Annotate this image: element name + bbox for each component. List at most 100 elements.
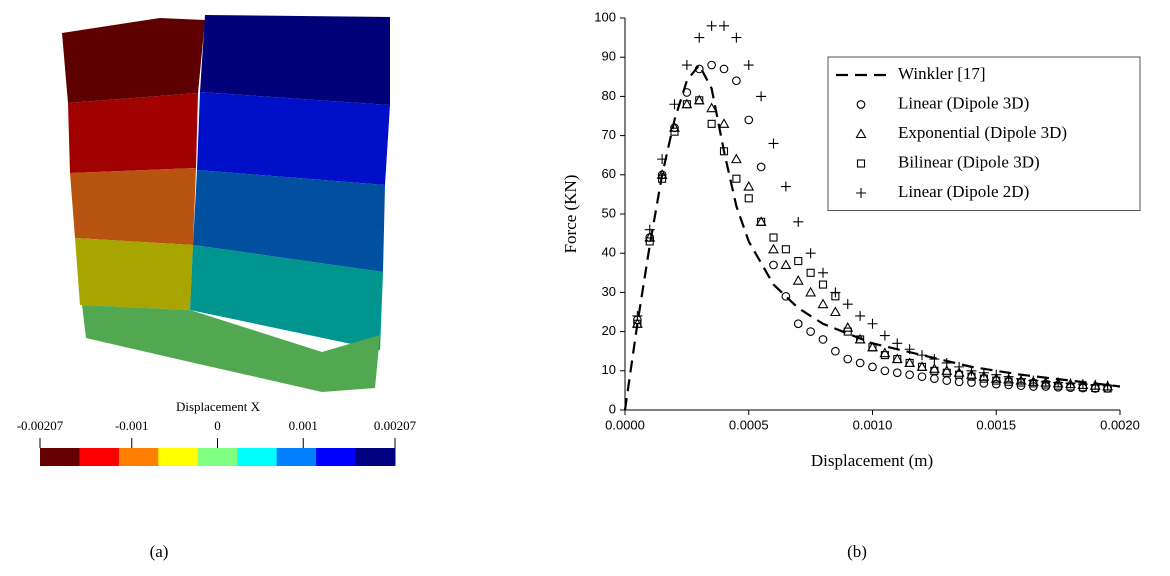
marker-circle bbox=[745, 116, 753, 124]
marker-plus bbox=[917, 350, 927, 360]
x-axis-title: Displacement (m) bbox=[811, 451, 933, 470]
marker-plus bbox=[719, 21, 729, 31]
colorbar-tick-label: 0.00207 bbox=[374, 418, 417, 433]
marker-circle bbox=[794, 320, 802, 328]
legend-label: Bilinear (Dipole 3D) bbox=[898, 152, 1040, 171]
marker-plus bbox=[942, 358, 952, 368]
marker-plus bbox=[868, 319, 878, 329]
colorbar-swatch bbox=[158, 448, 198, 466]
marker-plus bbox=[707, 21, 717, 31]
marker-plus bbox=[756, 91, 766, 101]
marker-square bbox=[782, 246, 789, 253]
y-tick-label: 10 bbox=[602, 362, 616, 377]
marker-circle bbox=[893, 369, 901, 377]
marker-triangle bbox=[806, 288, 815, 296]
marker-circle bbox=[708, 61, 716, 69]
legend-label: Linear (Dipole 3D) bbox=[898, 93, 1029, 112]
y-tick-label: 30 bbox=[602, 284, 616, 299]
x-tick-label: 0.0005 bbox=[729, 417, 769, 432]
marker-triangle bbox=[819, 300, 828, 308]
colorbar-swatch bbox=[198, 448, 238, 466]
marker-circle bbox=[856, 359, 864, 367]
marker-plus bbox=[744, 60, 754, 70]
y-tick-label: 20 bbox=[602, 323, 616, 338]
marker-plus bbox=[843, 299, 853, 309]
y-tick-label: 40 bbox=[602, 245, 616, 260]
marker-plus bbox=[929, 354, 939, 364]
colorbar-swatch bbox=[237, 448, 277, 466]
colorbar-swatch bbox=[119, 448, 159, 466]
marker-circle bbox=[720, 65, 728, 73]
legend-label: Winkler [17] bbox=[898, 64, 986, 83]
marker-circle bbox=[807, 328, 815, 336]
marker-triangle bbox=[744, 182, 753, 190]
marker-triangle bbox=[769, 245, 778, 253]
block bbox=[70, 168, 196, 245]
legend-label: Linear (Dipole 2D) bbox=[898, 182, 1029, 201]
block bbox=[197, 92, 390, 185]
marker-circle bbox=[770, 261, 778, 269]
caption: (b) bbox=[847, 542, 867, 561]
marker-plus bbox=[645, 225, 655, 235]
x-tick-label: 0.0015 bbox=[976, 417, 1016, 432]
colorbar-title: Displacement X bbox=[176, 399, 261, 414]
marker-plus bbox=[694, 33, 704, 43]
block bbox=[62, 18, 205, 103]
colorbar-swatch bbox=[316, 448, 356, 466]
marker-square bbox=[745, 195, 752, 202]
y-tick-label: 100 bbox=[594, 9, 616, 24]
marker-triangle bbox=[781, 260, 790, 268]
marker-plus bbox=[855, 311, 865, 321]
caption: (a) bbox=[150, 542, 169, 561]
marker-plus bbox=[806, 248, 816, 258]
colorbar-swatch bbox=[79, 448, 119, 466]
legend-label: Exponential (Dipole 3D) bbox=[898, 123, 1067, 142]
x-tick-label: 0.0010 bbox=[853, 417, 893, 432]
marker-triangle bbox=[732, 155, 741, 163]
page: Displacement X -0.00207-0.00100.0010.002… bbox=[0, 0, 1170, 576]
marker-circle bbox=[906, 371, 914, 379]
marker-circle bbox=[757, 163, 765, 171]
colorbar-tick-label: 0.001 bbox=[289, 418, 318, 433]
marker-circle bbox=[733, 77, 741, 85]
marker-circle bbox=[881, 367, 889, 375]
y-tick-label: 70 bbox=[602, 127, 616, 142]
marker-circle bbox=[819, 336, 827, 344]
marker-square bbox=[770, 234, 777, 241]
marker-circle bbox=[832, 347, 840, 355]
marker-plus bbox=[954, 362, 964, 372]
marker-circle bbox=[782, 293, 790, 301]
colorbar-tick-label: -0.00207 bbox=[17, 418, 64, 433]
colorbar-swatch bbox=[356, 448, 396, 466]
figure: Displacement X -0.00207-0.00100.0010.002… bbox=[0, 0, 1170, 576]
marker-plus bbox=[769, 138, 779, 148]
marker-triangle bbox=[794, 276, 803, 284]
y-tick-label: 90 bbox=[602, 49, 616, 64]
y-tick-label: 60 bbox=[602, 166, 616, 181]
marker-square bbox=[708, 120, 715, 127]
block bbox=[68, 93, 198, 173]
colorbar-swatch bbox=[40, 448, 80, 466]
marker-square bbox=[807, 269, 814, 276]
y-tick-label: 50 bbox=[602, 205, 616, 220]
block bbox=[200, 15, 390, 105]
marker-plus bbox=[818, 268, 828, 278]
block bbox=[75, 238, 193, 310]
model-render bbox=[62, 15, 390, 392]
marker-plus bbox=[731, 33, 741, 43]
marker-plus bbox=[892, 338, 902, 348]
marker-circle bbox=[943, 377, 951, 385]
marker-circle bbox=[918, 373, 926, 381]
y-tick-label: 0 bbox=[609, 401, 616, 416]
marker-circle bbox=[869, 363, 877, 371]
marker-triangle bbox=[831, 308, 840, 316]
x-tick-label: 0.0000 bbox=[605, 417, 645, 432]
marker-square bbox=[795, 258, 802, 265]
x-tick-label: 0.0020 bbox=[1100, 417, 1140, 432]
marker-triangle bbox=[720, 119, 729, 127]
marker-plus bbox=[781, 182, 791, 192]
marker-plus bbox=[880, 331, 890, 341]
marker-plus bbox=[682, 60, 692, 70]
marker-circle bbox=[844, 355, 852, 363]
